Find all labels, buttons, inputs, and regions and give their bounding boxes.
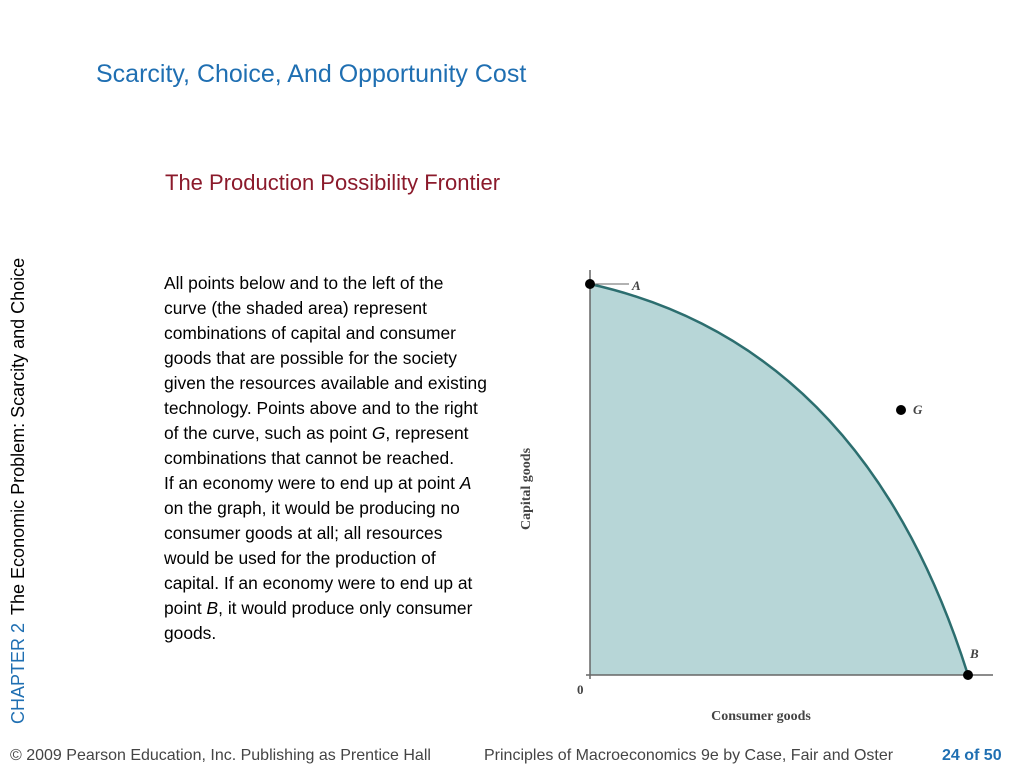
point-b-marker xyxy=(963,670,973,680)
paragraph-points-a-b: If an economy were to end up at point A … xyxy=(164,471,489,646)
chapter-label: CHAPTER 2 xyxy=(8,622,28,724)
point-g-label: G xyxy=(913,402,923,417)
footer-page-number: 24 of 50 xyxy=(942,747,1002,764)
point-b-label: B xyxy=(969,646,979,661)
x-axis-label: Consumer goods xyxy=(711,709,811,724)
footer-copyright: © 2009 Pearson Education, Inc. Publishin… xyxy=(10,747,431,764)
y-axis-label: Capital goods xyxy=(519,447,534,530)
text-run: If an economy were to end up at point xyxy=(164,473,460,493)
point-g-marker xyxy=(896,405,906,415)
slide-title: Scarcity, Choice, And Opportunity Cost xyxy=(96,60,527,88)
italic-point-b: B xyxy=(206,598,219,618)
paragraph-feasible: All points below and to the left of the … xyxy=(164,271,489,471)
text-run: All points below and to the left of the … xyxy=(164,273,487,443)
feasible-area xyxy=(590,284,968,675)
footer-book: Principles of Macroeconomics 9e by Case,… xyxy=(484,747,894,764)
slide-subtitle: The Production Possibility Frontier xyxy=(165,170,501,195)
italic-point-a: A xyxy=(459,473,472,493)
chapter-title: The Economic Problem: Scarcity and Choic… xyxy=(8,257,28,615)
point-a-marker xyxy=(585,279,595,289)
text-run: , it would produce only consumer goods. xyxy=(164,598,473,643)
frontier-curve xyxy=(589,282,970,676)
chapter-sidebar: CHAPTER 2 The Economic Problem: Scarcity … xyxy=(8,258,29,724)
point-a-label: A xyxy=(631,278,641,293)
italic-point-g: G xyxy=(371,423,386,443)
body-text: All points below and to the left of the … xyxy=(164,271,489,646)
text-run: , represent combinations that cannot be … xyxy=(164,423,469,468)
text-run: on the graph, it would be producing no c… xyxy=(164,498,473,618)
origin-label: 0 xyxy=(577,682,584,697)
ppf-graph: A G B 0 Capital goods Consumer goods xyxy=(519,270,993,724)
